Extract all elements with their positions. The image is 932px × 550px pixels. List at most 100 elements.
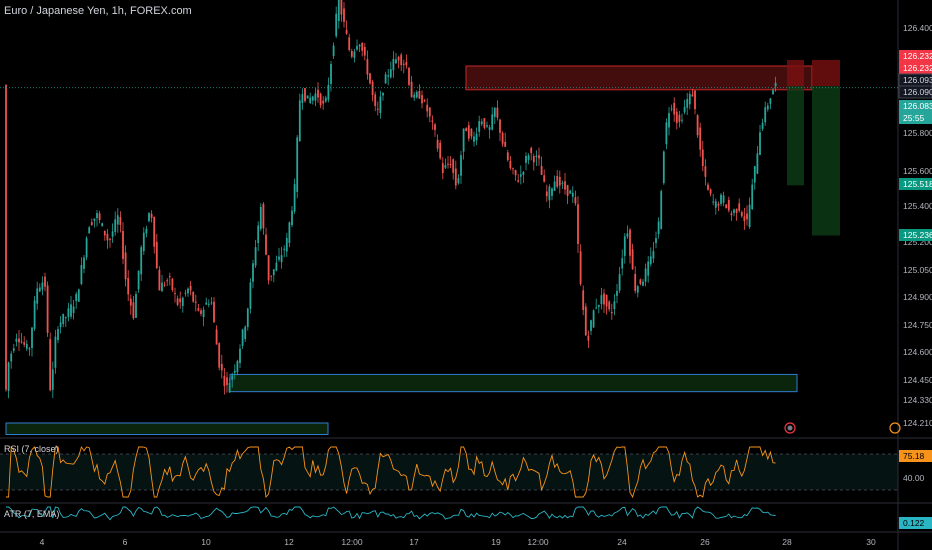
short-target-box — [812, 86, 840, 236]
candle-body — [371, 81, 374, 96]
candle-body — [293, 184, 296, 212]
candle-body — [470, 128, 473, 137]
candle-body — [296, 137, 299, 192]
candle-body — [584, 306, 587, 336]
candle-body — [525, 156, 527, 163]
y-tick-label: 124.900 — [903, 292, 932, 302]
event-icon — [889, 422, 901, 434]
event-icon — [784, 422, 796, 434]
candle-body — [590, 320, 592, 331]
candle-body — [491, 114, 494, 130]
x-tick-label: 6 — [123, 537, 128, 547]
candle-body — [727, 199, 730, 211]
candle-body — [527, 155, 530, 161]
candle-body — [387, 75, 390, 77]
candle-body — [233, 370, 236, 373]
candle-body — [33, 300, 36, 329]
candle-body — [587, 335, 590, 341]
candle-body — [405, 61, 408, 66]
candle-body — [150, 213, 153, 218]
zones-layer — [5, 59, 840, 435]
candle-body — [259, 206, 262, 229]
candle-body — [769, 98, 772, 104]
candle-body — [714, 201, 717, 208]
candle-body — [631, 249, 634, 270]
candle-body — [174, 292, 176, 294]
candle-body — [675, 111, 678, 124]
candle-body — [145, 228, 148, 234]
candle-body — [215, 329, 218, 345]
candle-body — [735, 208, 738, 213]
candle-body — [720, 194, 722, 204]
candle-body — [465, 128, 468, 132]
candle-body — [363, 46, 366, 56]
x-tick-label: 24 — [617, 537, 627, 547]
candle-body — [436, 139, 439, 149]
candle-body — [452, 159, 455, 173]
short-target-box — [787, 86, 804, 186]
candle-body — [410, 81, 413, 98]
candle-body — [665, 122, 668, 145]
candle-body — [691, 94, 694, 97]
candle-body — [626, 233, 629, 237]
candle-body — [428, 107, 431, 117]
candle-body — [10, 353, 13, 362]
rsi-pane[interactable]: 75.18 40.00 — [0, 445, 932, 499]
candle-body — [623, 236, 626, 256]
candle-body — [41, 282, 44, 290]
candle-body — [184, 292, 187, 294]
candle-body — [678, 114, 681, 122]
price-axis[interactable]: 126.400126.100125.800125.600125.400125.2… — [898, 23, 932, 428]
candle-body — [704, 166, 707, 177]
candle-body — [766, 105, 769, 110]
time-axis[interactable]: 4 6 10 12 12:00 17 19 12:00 24 26 28 30 — [40, 537, 876, 547]
y-tick-label: 124.450 — [903, 375, 932, 385]
candle-body — [501, 132, 504, 144]
y-tick-label: 125.600 — [903, 166, 932, 176]
candle-body — [699, 127, 702, 150]
candle-body — [395, 59, 397, 64]
candle-body — [236, 360, 239, 373]
candle-body — [561, 182, 564, 184]
price-label: 126.090 — [903, 87, 932, 97]
candle-body — [44, 276, 46, 287]
candle-body — [239, 348, 241, 364]
candle-body — [616, 290, 618, 296]
atr-pane[interactable]: 0.122 — [6, 506, 932, 529]
candle-body — [192, 291, 195, 302]
price-label-box — [899, 100, 932, 112]
rsi-value: 75.18 — [903, 451, 925, 461]
candle-body — [163, 284, 166, 286]
candle-body — [746, 213, 748, 220]
candle-body — [413, 94, 416, 98]
rsi-line — [6, 445, 776, 499]
candle-body — [171, 278, 174, 290]
candle-body — [57, 328, 59, 341]
price-label: 125.518 — [903, 179, 932, 189]
x-tick-label: 28 — [782, 537, 792, 547]
candle-body — [298, 100, 301, 141]
candle-body — [662, 151, 665, 184]
candle-body — [148, 212, 150, 222]
candle-body — [748, 204, 751, 228]
candle-body — [109, 238, 111, 240]
candle-body — [439, 142, 442, 159]
candle-body — [644, 268, 647, 282]
candle-body — [733, 209, 735, 214]
candle-body — [101, 223, 104, 227]
candle-body — [93, 218, 96, 221]
candle-body — [98, 213, 101, 221]
candle-body — [280, 255, 283, 263]
candle-body — [90, 222, 93, 225]
y-tick-label: 126.400 — [903, 23, 932, 33]
candle-body — [582, 290, 585, 311]
candle-body — [496, 107, 499, 118]
candle-body — [241, 329, 244, 346]
candle-body — [574, 197, 577, 204]
candle-body — [301, 94, 304, 103]
candle-body — [709, 189, 712, 194]
candle-body — [556, 175, 559, 187]
candle-body — [205, 302, 208, 305]
